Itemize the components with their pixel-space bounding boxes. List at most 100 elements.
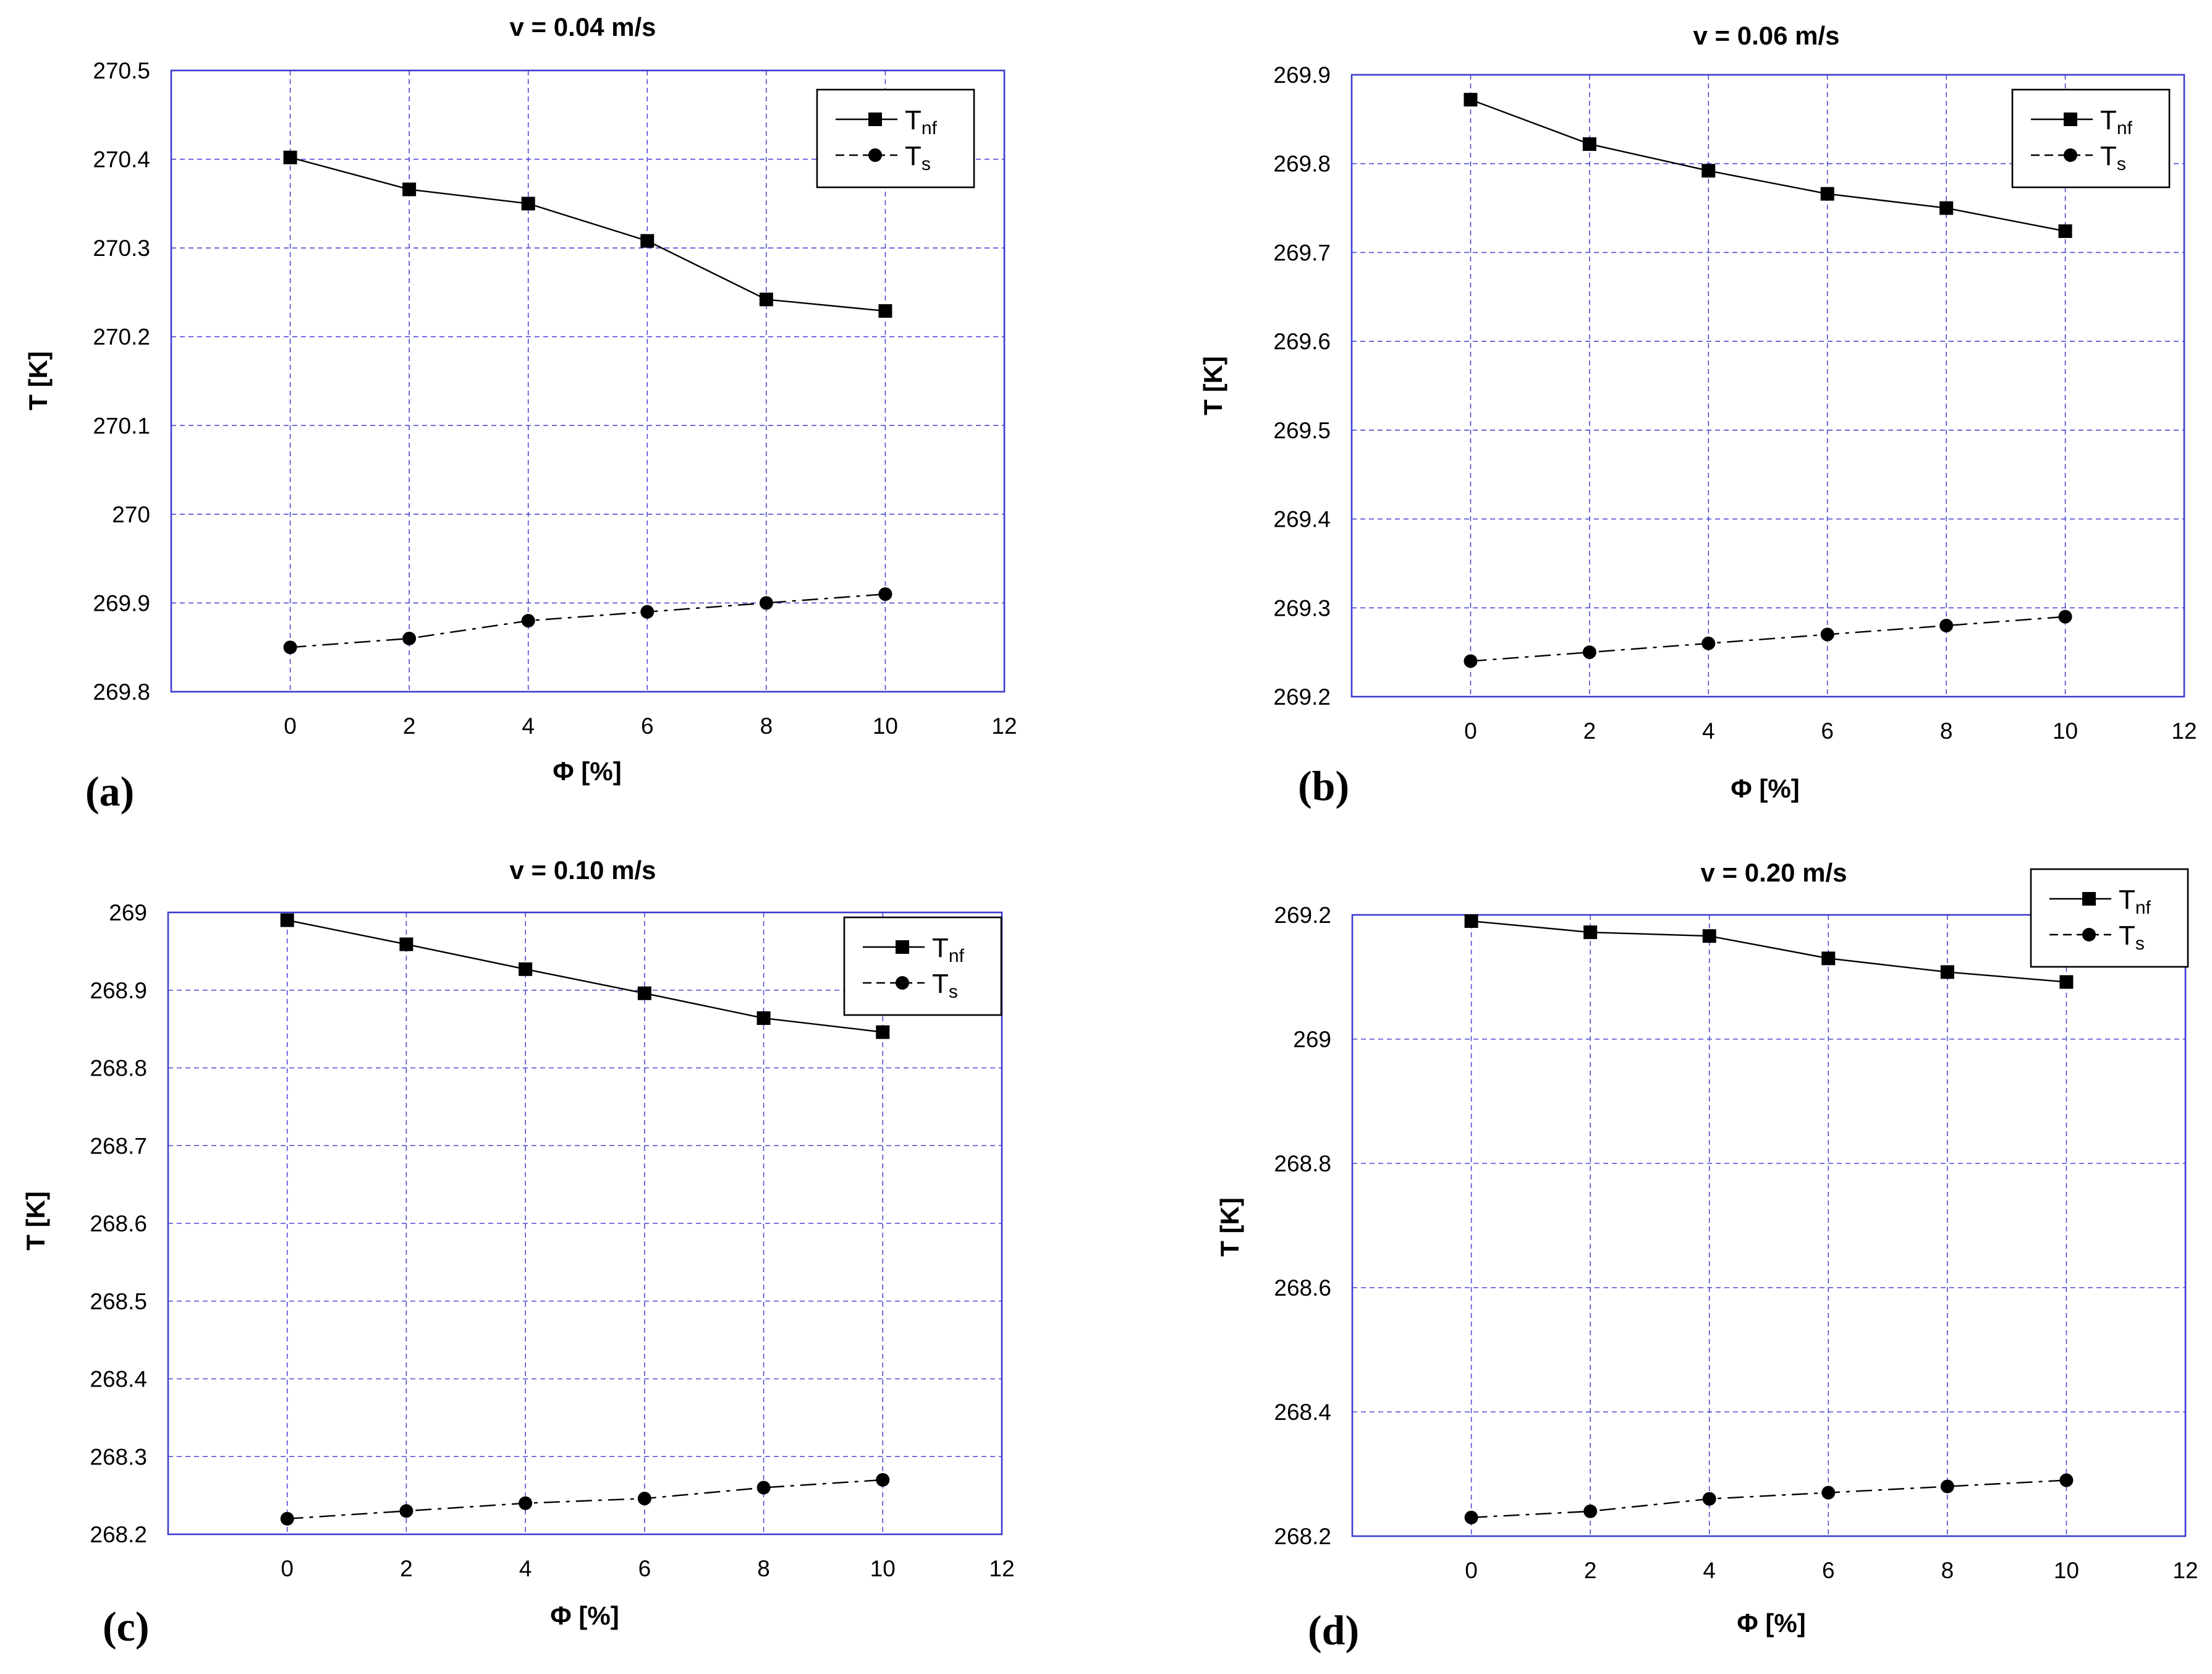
series-ts	[1464, 610, 2072, 668]
chart-title: v = 0.10 m/s	[509, 856, 656, 885]
series-line-tnf	[1470, 99, 2066, 232]
data-point-circle	[399, 1504, 413, 1518]
x-tick-label: 8	[1941, 1558, 1954, 1583]
data-point-circle	[1821, 1485, 1836, 1500]
data-point-circle	[283, 640, 297, 655]
legend-label-main: T	[2119, 920, 2135, 951]
legend-label-main: T	[932, 933, 949, 963]
y-tick-label: 268.9	[90, 978, 147, 1003]
y-tick-label: 269	[1293, 1027, 1331, 1052]
series-tnf	[283, 150, 892, 318]
chart-title: v = 0.06 m/s	[1693, 21, 1839, 50]
x-tick-label: 6	[1821, 718, 1834, 744]
chart-panel-c: v = 0.10 m/s 0 2 4 6 8 10 12 268.2 268.3 268.4 268.…	[21, 856, 1015, 1650]
legend-square-marker	[868, 113, 882, 126]
data-point-circle	[280, 1511, 294, 1526]
x-tick-label: 0	[1465, 1558, 1478, 1583]
x-tick-label: 6	[1822, 1558, 1835, 1583]
data-point-circle	[1939, 619, 1954, 633]
x-tick-label: 10	[870, 1556, 896, 1581]
series-tnf	[280, 913, 890, 1039]
legend-label-sub: s	[949, 982, 958, 1002]
x-tick-label: 4	[1702, 718, 1715, 744]
x-tick-label: 2	[1584, 1558, 1597, 1583]
y-tick-label: 268.4	[90, 1367, 147, 1392]
y-tick-label: 268.6	[90, 1211, 147, 1236]
data-point-circle	[1820, 627, 1834, 642]
data-point-square	[2058, 224, 2072, 238]
data-point-square	[1939, 201, 1954, 215]
legend-circle-marker	[868, 148, 882, 162]
data-point-square	[637, 986, 651, 1000]
data-point-circle	[402, 631, 417, 645]
x-tick-label: 0	[1464, 718, 1477, 744]
legend-label: Ts	[905, 141, 931, 174]
legend-label-sub: s	[922, 154, 931, 174]
legend-label-sub: s	[2117, 154, 2126, 174]
series-ts	[283, 587, 892, 655]
legend-label: Tnf	[905, 105, 938, 138]
plot-frame	[1350, 74, 2185, 698]
data-point-square	[402, 182, 417, 197]
series-tnf	[1464, 93, 2072, 238]
y-axis-label: T [K]	[23, 351, 53, 410]
chart-title: v = 0.20 m/s	[1700, 858, 1847, 887]
data-point-circle	[637, 1492, 651, 1506]
y-tick-label: 269.2	[1273, 684, 1331, 710]
legend-square-marker	[2082, 892, 2096, 906]
legend-box	[816, 88, 975, 189]
legend-label-main: T	[905, 141, 922, 171]
data-point-square	[1821, 951, 1836, 966]
panel-label: (c)	[103, 1603, 149, 1650]
data-point-circle	[1582, 645, 1596, 660]
data-point-square	[1464, 914, 1478, 928]
y-tick-label: 269.9	[93, 590, 150, 616]
chart-panel-d: v = 0.20 m/s 0 2 4 6 8 10 12 268.2 268.4 268.6 268.…	[1215, 858, 2198, 1654]
data-point-circle	[878, 587, 892, 601]
data-point-circle	[1583, 1504, 1598, 1518]
y-tick-label: 269.9	[1273, 62, 1331, 88]
data-point-square	[1583, 925, 1598, 940]
legend-label: Ts	[2100, 141, 2126, 174]
y-tick-label: 269.7	[1273, 240, 1331, 265]
y-tick-label: 269.5	[1273, 418, 1331, 443]
data-point-square	[1582, 137, 1596, 151]
y-tick-label: 270.2	[93, 325, 150, 350]
x-axis-label: Φ [%]	[550, 1601, 619, 1630]
data-point-square	[1701, 164, 1716, 178]
data-point-circle	[640, 605, 655, 619]
y-tick-label: 268.2	[1274, 1524, 1331, 1549]
legend-circle-marker	[2064, 148, 2077, 162]
data-point-square	[1702, 929, 1716, 943]
y-tick-label: 269.8	[93, 679, 150, 705]
y-tick-label: 268.2	[90, 1522, 147, 1547]
y-tick-label: 268.3	[90, 1444, 147, 1469]
legend-label-sub: nf	[2117, 118, 2133, 138]
series-line-tnf	[290, 156, 886, 312]
data-point-square	[2059, 975, 2074, 989]
panel-label: (a)	[85, 768, 134, 815]
x-tick-label: 6	[638, 1556, 651, 1581]
x-tick-label: 8	[1940, 718, 1953, 744]
data-point-circle	[519, 1496, 533, 1510]
data-point-square	[1464, 93, 1478, 107]
data-point-circle	[759, 596, 773, 610]
legend-label-main: T	[2119, 885, 2135, 915]
y-tick-label: 269.6	[1273, 329, 1331, 354]
y-tick-label: 269.2	[1274, 903, 1331, 928]
x-tick-label: 10	[873, 713, 898, 739]
x-axis-label: Φ [%]	[553, 757, 621, 786]
chart-panel-a: v = 0.04 m/s 0 2 4 6 8 10 12 269.8 269.9 270 270.1 2…	[23, 12, 1017, 815]
x-tick-label: 0	[284, 713, 297, 739]
data-point-circle	[1702, 1492, 1716, 1506]
legend-square-marker	[896, 940, 909, 954]
x-tick-label: 4	[522, 713, 535, 739]
x-tick-label: 2	[1583, 718, 1596, 744]
y-tick-label: 270	[112, 502, 150, 527]
legend-label: Tnf	[2100, 105, 2133, 138]
data-point-square	[399, 937, 413, 951]
y-tick-label: 269.3	[1273, 595, 1331, 621]
